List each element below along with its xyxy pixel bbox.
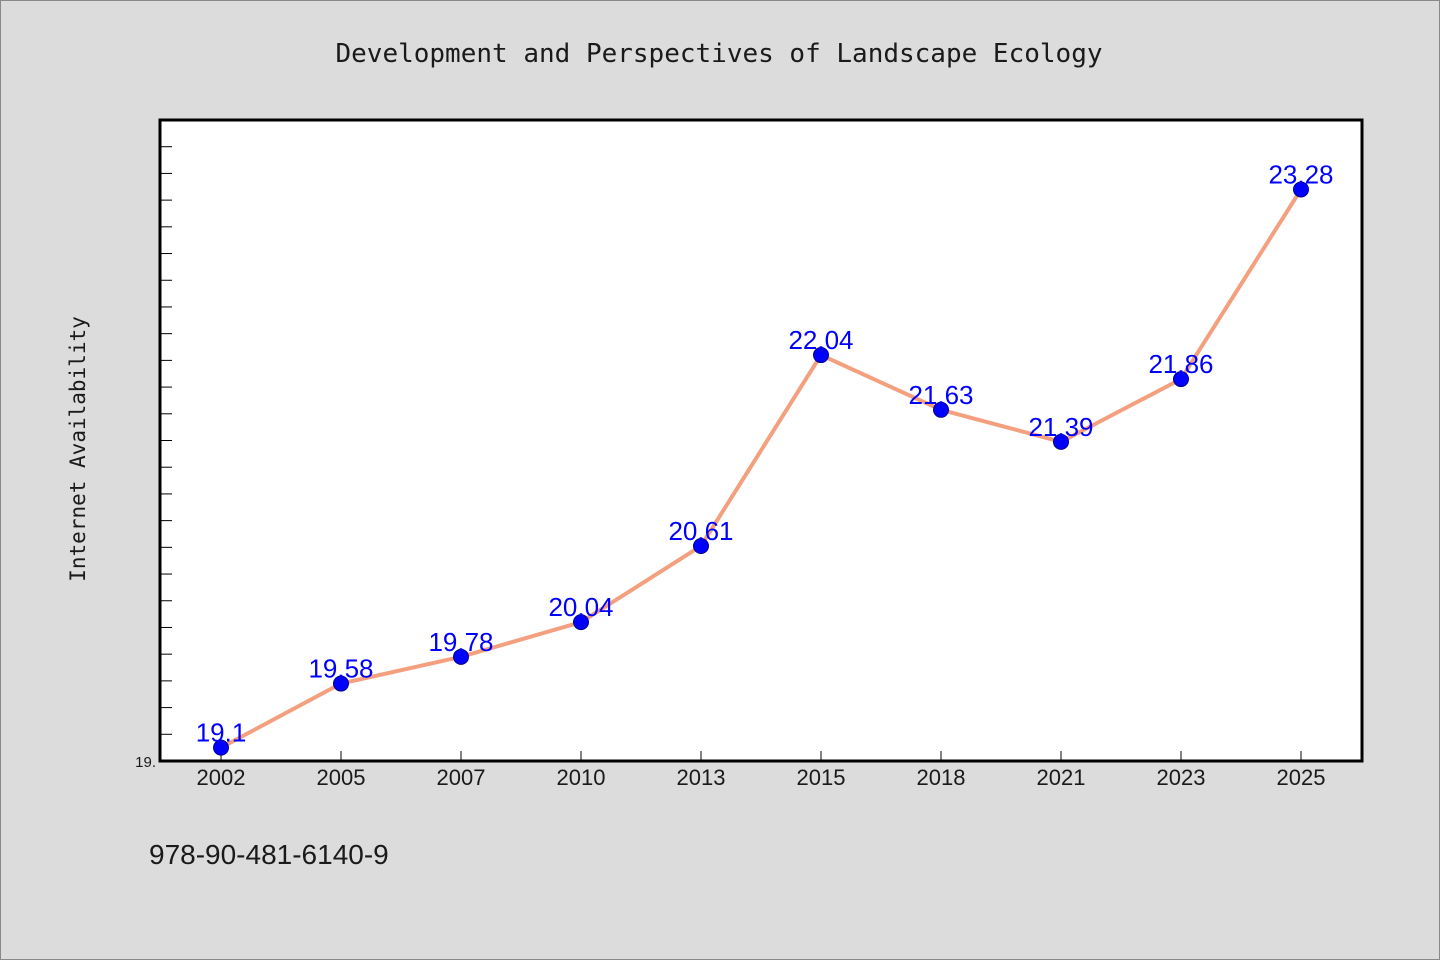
data-point: [213, 739, 229, 756]
x-axis-tick-labels: 2002 2005 2007 2010 2013 2015 2018 2021 2023 2025: [197, 765, 1326, 790]
y-tick-label: 19.: [135, 754, 156, 771]
x-tick-label: 2021: [1037, 765, 1086, 790]
y-axis-label: Internet Availability: [66, 316, 90, 582]
plot-frame: [158, 118, 1364, 763]
data-point: [1173, 371, 1189, 388]
data-label: 22.04: [788, 325, 853, 355]
data-label: 19.58: [308, 654, 373, 684]
chart-title: Development and Perspectives of Landscap…: [335, 39, 1102, 69]
data-label: 21.86: [1148, 349, 1213, 379]
data-point: [1053, 433, 1069, 450]
data-label: 21.39: [1028, 412, 1093, 442]
x-tick-label: 2025: [1277, 765, 1326, 790]
x-tick-label: 2002: [197, 765, 246, 790]
plot-area: [160, 120, 1362, 761]
x-tick-label: 2005: [317, 765, 366, 790]
data-point: [813, 347, 829, 364]
x-tick-label: 2015: [797, 765, 846, 790]
data-point: [693, 537, 709, 554]
data-label: 21.63: [908, 380, 973, 410]
data-point: [933, 401, 949, 418]
x-tick-label: 2007: [437, 765, 486, 790]
data-point: [333, 675, 349, 692]
data-label: 23.28: [1268, 159, 1333, 189]
x-tick-label: 2010: [557, 765, 606, 790]
y-axis-ticks: [160, 119, 172, 762]
data-label: 19.1: [196, 718, 247, 748]
data-label: 19.78: [428, 627, 493, 657]
data-point: [573, 614, 589, 631]
data-point: [1293, 181, 1309, 198]
data-label: 20.61: [668, 516, 733, 546]
series-layer: 19.1 19.58 19.78 20.04 20.61 22.04 21.63 21.39 2…: [196, 159, 1334, 756]
data-label: 20.04: [548, 592, 613, 622]
x-tick-label: 2013: [677, 765, 726, 790]
x-tick-label: 2023: [1157, 765, 1206, 790]
data-point: [453, 648, 469, 665]
series-line: [219, 187, 1303, 750]
x-tick-label: 2018: [917, 765, 966, 790]
